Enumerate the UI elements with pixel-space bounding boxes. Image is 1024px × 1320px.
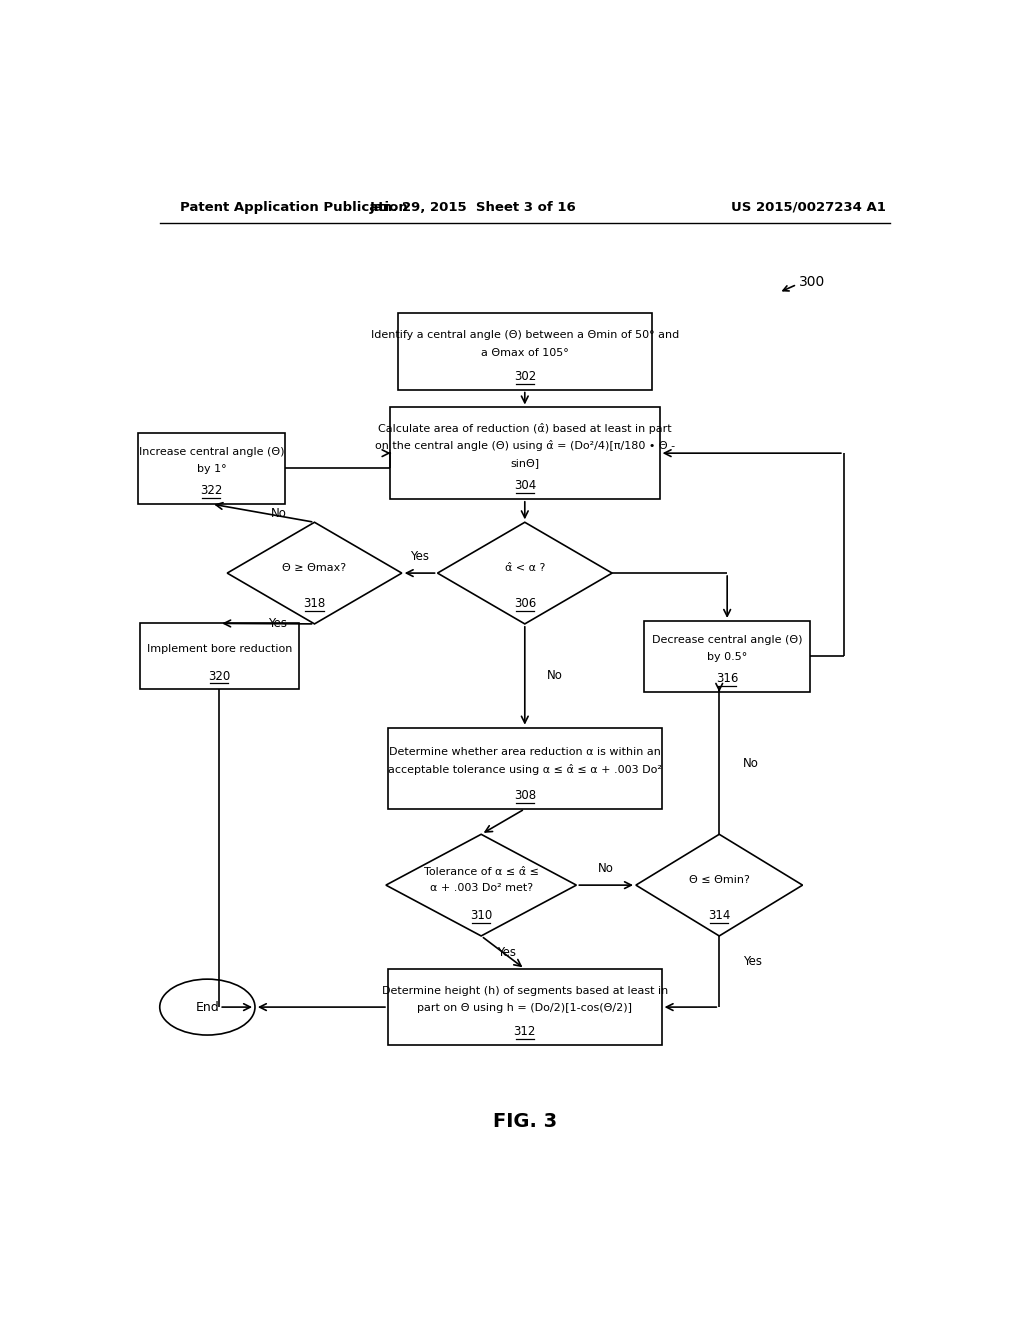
Text: Tolerance of α ≤ α̂ ≤: Tolerance of α ≤ α̂ ≤ [424, 867, 539, 876]
Text: US 2015/0027234 A1: US 2015/0027234 A1 [731, 201, 886, 214]
Polygon shape [227, 523, 401, 624]
FancyBboxPatch shape [397, 313, 651, 389]
Text: Patent Application Publication: Patent Application Publication [179, 201, 408, 214]
Text: 320: 320 [208, 669, 230, 682]
Text: Determine whether area reduction α is within an: Determine whether area reduction α is wi… [389, 747, 660, 756]
Polygon shape [437, 523, 612, 624]
Text: Decrease central angle (Θ): Decrease central angle (Θ) [652, 635, 803, 645]
Text: Jan. 29, 2015  Sheet 3 of 16: Jan. 29, 2015 Sheet 3 of 16 [370, 201, 577, 214]
Text: Θ ≤ Θmin?: Θ ≤ Θmin? [689, 875, 750, 884]
Text: acceptable tolerance using α ≤ α̂ ≤ α + .003 Do²: acceptable tolerance using α ≤ α̂ ≤ α + … [388, 764, 662, 775]
Text: by 0.5°: by 0.5° [707, 652, 748, 663]
Text: 304: 304 [514, 479, 536, 492]
Polygon shape [386, 834, 577, 936]
Text: Yes: Yes [411, 550, 429, 564]
Text: FIG. 3: FIG. 3 [493, 1113, 557, 1131]
Text: Determine height (h) of segments based at least in: Determine height (h) of segments based a… [382, 986, 668, 995]
Text: Increase central angle (Θ): Increase central angle (Θ) [138, 447, 284, 457]
Text: Θ ≥ Θmax?: Θ ≥ Θmax? [283, 564, 346, 573]
Text: on the central angle (Θ) using α̂ = (Do²/4)[π/180 • Θ -: on the central angle (Θ) using α̂ = (Do²… [375, 440, 675, 451]
Text: 312: 312 [514, 1026, 536, 1039]
Ellipse shape [160, 979, 255, 1035]
Text: α + .003 Do² met?: α + .003 Do² met? [430, 883, 532, 894]
Text: 316: 316 [716, 672, 738, 685]
FancyBboxPatch shape [388, 727, 662, 809]
Text: a Θmax of 105°: a Θmax of 105° [481, 347, 568, 358]
FancyBboxPatch shape [644, 620, 811, 692]
Text: Yes: Yes [497, 946, 516, 958]
Text: 322: 322 [200, 484, 222, 498]
Polygon shape [636, 834, 803, 936]
Text: α̂ < α ?: α̂ < α ? [505, 564, 545, 573]
Text: No: No [598, 862, 614, 875]
FancyBboxPatch shape [388, 969, 662, 1045]
Text: sinΘ]: sinΘ] [510, 458, 540, 467]
Text: 318: 318 [303, 597, 326, 610]
FancyBboxPatch shape [138, 433, 285, 504]
Text: 306: 306 [514, 597, 536, 610]
FancyBboxPatch shape [390, 408, 659, 499]
Text: by 1°: by 1° [197, 465, 226, 474]
Text: End: End [196, 1001, 219, 1014]
Text: Identify a central angle (Θ) between a Θmin of 50° and: Identify a central angle (Θ) between a Θ… [371, 330, 679, 341]
Text: Calculate area of reduction (α̂) based at least in part: Calculate area of reduction (α̂) based a… [378, 422, 672, 434]
Text: No: No [743, 756, 759, 770]
Text: 310: 310 [470, 909, 493, 923]
FancyBboxPatch shape [140, 623, 299, 689]
Text: 308: 308 [514, 789, 536, 803]
Text: Implement bore reduction: Implement bore reduction [146, 644, 292, 653]
Text: part on Θ using h = (Do/2)[1-cos(Θ/2)]: part on Θ using h = (Do/2)[1-cos(Θ/2)] [418, 1003, 632, 1014]
Text: 302: 302 [514, 370, 536, 383]
Text: Yes: Yes [267, 618, 287, 630]
Text: 300: 300 [799, 276, 825, 289]
Text: 314: 314 [708, 909, 730, 923]
Text: No: No [270, 507, 287, 520]
Text: Yes: Yes [743, 954, 762, 968]
Text: No: No [547, 669, 563, 682]
